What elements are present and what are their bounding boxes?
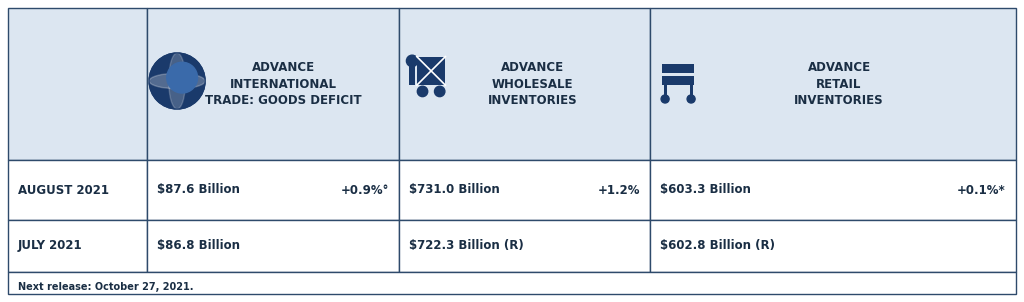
Bar	[662, 76, 694, 85]
Text: $731.0 Billion: $731.0 Billion	[410, 184, 500, 197]
Text: +0.9%°: +0.9%°	[341, 184, 389, 197]
Bar	[650, 220, 1016, 272]
Bar	[664, 85, 667, 99]
Bar	[417, 56, 445, 85]
Circle shape	[407, 55, 418, 67]
Bar	[650, 8, 1016, 160]
Bar	[399, 220, 650, 272]
Circle shape	[418, 86, 428, 97]
Bar	[8, 272, 1016, 294]
Text: Next release: October 27, 2021.: Next release: October 27, 2021.	[18, 282, 194, 292]
Text: $86.8 Billion: $86.8 Billion	[157, 239, 240, 252]
Bar	[147, 160, 399, 220]
Bar	[8, 160, 147, 220]
Bar	[399, 8, 650, 160]
Bar	[650, 160, 1016, 220]
Text: +1.2%: +1.2%	[598, 184, 640, 197]
Bar	[662, 64, 694, 72]
Text: ADVANCE
WHOLESALE
INVENTORIES: ADVANCE WHOLESALE INVENTORIES	[487, 61, 578, 107]
Text: ADVANCE
INTERNATIONAL
TRADE: GOODS DEFICIT: ADVANCE INTERNATIONAL TRADE: GOODS DEFIC…	[205, 61, 361, 107]
Circle shape	[150, 53, 205, 109]
Ellipse shape	[150, 73, 205, 89]
Text: $602.8 Billion (R): $602.8 Billion (R)	[660, 239, 775, 252]
Circle shape	[662, 95, 669, 103]
Ellipse shape	[169, 53, 185, 109]
Text: +0.1%*: +0.1%*	[957, 184, 1006, 197]
Bar	[8, 8, 147, 160]
Bar	[399, 160, 650, 220]
Bar	[147, 8, 399, 160]
Text: $722.3 Billion (R): $722.3 Billion (R)	[410, 239, 524, 252]
Text: AUGUST 2021: AUGUST 2021	[18, 184, 109, 197]
Bar	[147, 220, 399, 272]
Bar	[409, 61, 416, 85]
Circle shape	[687, 95, 695, 103]
Text: $87.6 Billion: $87.6 Billion	[157, 184, 240, 197]
Bar	[8, 220, 147, 272]
Text: ADVANCE
RETAIL
INVENTORIES: ADVANCE RETAIL INVENTORIES	[795, 61, 884, 107]
Circle shape	[167, 62, 198, 93]
Circle shape	[434, 86, 444, 97]
Text: JULY 2021: JULY 2021	[18, 239, 83, 252]
Text: $603.3 Billion: $603.3 Billion	[660, 184, 751, 197]
Bar	[689, 85, 692, 99]
